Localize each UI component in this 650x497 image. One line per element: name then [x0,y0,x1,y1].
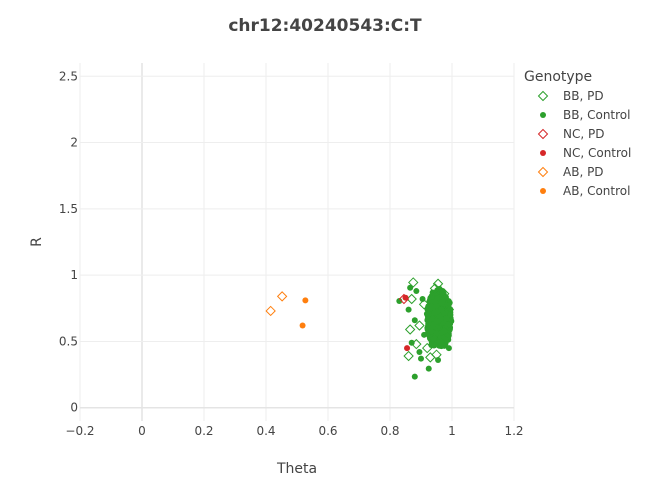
data-point [407,284,414,291]
data-point [414,320,425,331]
x-tick-label: 0.8 [380,424,399,438]
y-tick-label: 1 [70,268,78,282]
data-point [411,373,418,380]
y-tick-label: 2 [70,136,78,150]
y-tick-label: 1.5 [59,202,78,216]
legend-marker [537,128,549,140]
data-point [396,298,403,305]
chart-title: chr12:40240543:C:T [228,16,422,36]
legend-marker [540,112,546,118]
data-point [416,349,423,356]
data-point [418,355,424,362]
grid-lines [79,63,515,421]
x-tick-label: 0.6 [318,424,337,438]
y-tick-label: 0.5 [59,334,78,348]
data-point [265,305,276,317]
legend: Genotype BB, PD BB, Control NC, PD NC, Cont… [524,69,631,198]
legend-marker [537,166,549,178]
legend-item-label: AB, PD [563,165,604,179]
legend-item-label: BB, PD [563,89,604,103]
data-point [299,322,306,329]
data-point [408,277,419,288]
data-point [439,288,446,295]
data-point [405,306,412,313]
data-point [434,336,445,347]
data-point [445,345,452,352]
data-point [403,350,414,362]
x-tick-label: 0 [138,424,146,438]
cluster-point [433,330,440,337]
cluster-point [441,327,448,334]
data-point [425,365,432,372]
cluster-point [431,309,438,316]
data-point [408,339,415,346]
y-axis-title: R [29,237,45,247]
cluster-point [443,315,450,322]
legend-item-label: BB, Control [563,108,630,122]
x-tick-label: −0.2 [65,424,94,438]
cluster-point [433,318,440,325]
data-point [276,291,288,302]
x-axis-title: Theta [276,461,317,477]
legend-marker [537,90,549,102]
data-point [421,331,428,338]
data-point [302,297,309,304]
x-tick-labels: −0.2 0 0.2 0.4 0.6 0.8 1 1.2 [65,424,523,438]
legend-marker [540,188,546,194]
data-point [404,324,416,335]
x-tick-label: 0.2 [194,424,213,438]
data-point [406,293,417,305]
legend-marker [540,150,546,156]
y-tick-labels: 0 0.5 1 1.5 2 2.5 [59,69,78,414]
data-points [265,277,455,380]
cluster-point [431,298,438,305]
data-point [419,296,426,303]
data-point [428,333,439,345]
data-point [402,294,409,301]
data-point [447,311,454,318]
data-point [404,345,411,352]
data-point [432,278,444,289]
legend-item-label: AB, Control [563,184,630,198]
x-tick-label: 1.2 [504,424,523,438]
cluster-point [425,311,432,318]
cluster-point [428,328,435,335]
legend-item-label: NC, Control [563,146,631,160]
x-tick-label: 0.4 [256,424,275,438]
y-tick-label: 0 [70,401,78,415]
data-point [425,352,436,363]
data-point [429,283,441,294]
legend-item-label: NC, PD [563,127,604,141]
legend-title: Genotype [524,69,592,85]
cluster-point [438,306,445,313]
x-tick-label: 1 [448,424,456,438]
data-point [435,357,442,364]
data-point [421,342,433,354]
data-point [418,299,430,310]
cluster-point [439,299,446,306]
y-tick-label: 2.5 [59,69,78,83]
data-point [413,288,420,295]
data-point [411,317,418,324]
